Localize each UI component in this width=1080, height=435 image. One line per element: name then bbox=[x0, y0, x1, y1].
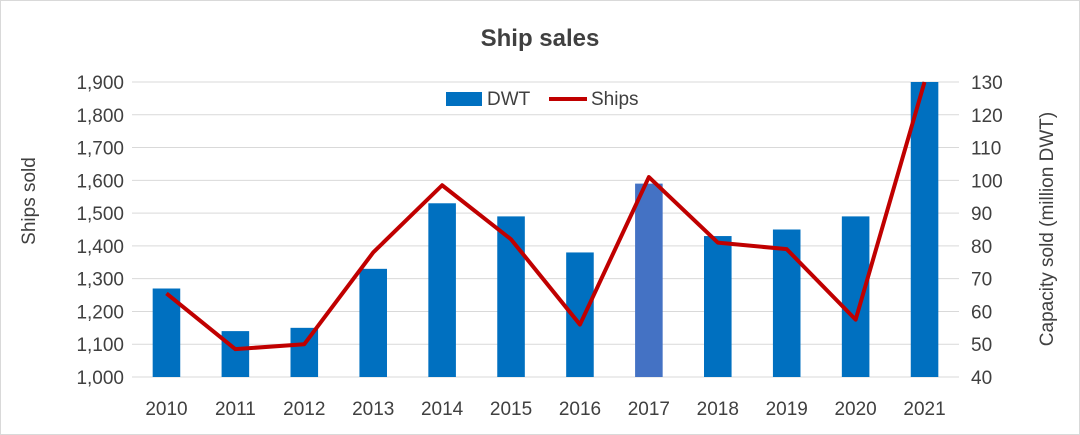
y-tick-label: 1,900 bbox=[76, 73, 124, 94]
x-tick-label: 2021 bbox=[903, 399, 945, 420]
bar-dwt-2011 bbox=[221, 331, 250, 377]
y-tick-label: 1,700 bbox=[76, 139, 124, 160]
y-tick-label: 1,800 bbox=[76, 106, 124, 127]
bar-dwt-2017 bbox=[635, 183, 663, 377]
left-axis-ticks: 1,000 1,100 1,200 1,300 1,400 1,500 1,600 1,700… bbox=[76, 73, 124, 389]
y-tick-label: 1,600 bbox=[76, 171, 124, 192]
y-axis-label: Ships sold bbox=[19, 157, 40, 245]
legend-label-ships: Ships bbox=[591, 89, 639, 110]
x-tick-label: 2018 bbox=[697, 399, 739, 420]
y2-tick-label: 50 bbox=[971, 335, 992, 356]
y2-tick-label: 80 bbox=[971, 237, 992, 258]
y-tick-label: 1,200 bbox=[76, 302, 124, 323]
x-tick-label: 2017 bbox=[628, 399, 670, 420]
right-axis-ticks: 40 50 60 70 80 90 100 110 120 130 bbox=[971, 73, 1003, 389]
x-axis-ticks: 2010 2011 2012 2013 2014 2015 2016 2017 2018 2019… bbox=[145, 399, 945, 420]
y-tick-label: 1,100 bbox=[76, 335, 124, 356]
x-tick-label: 2016 bbox=[559, 399, 601, 420]
y2-tick-label: 40 bbox=[971, 368, 992, 389]
bar-dwt-2013 bbox=[359, 268, 387, 377]
x-tick-label: 2011 bbox=[215, 399, 256, 420]
legend: DWT Ships bbox=[446, 89, 639, 110]
x-tick-label: 2013 bbox=[352, 399, 394, 420]
bar-dwt-2019 bbox=[772, 229, 801, 377]
x-tick-label: 2020 bbox=[834, 399, 876, 420]
y2-tick-label: 110 bbox=[971, 139, 1001, 160]
y2-tick-label: 60 bbox=[971, 302, 992, 323]
x-tick-label: 2012 bbox=[283, 399, 325, 420]
dwt-bars bbox=[152, 82, 939, 377]
y2-tick-label: 130 bbox=[971, 73, 1003, 94]
legend-swatch-dwt bbox=[446, 92, 482, 106]
ships-series-line bbox=[165, 81, 927, 352]
bar-dwt-2021 bbox=[910, 82, 939, 377]
y-tick-label: 1,000 bbox=[76, 368, 124, 389]
y-tick-label: 1,400 bbox=[76, 237, 124, 258]
y2-axis-label: Capacity sold (million DWT) bbox=[1037, 112, 1058, 346]
y2-tick-label: 120 bbox=[971, 106, 1003, 127]
y2-tick-label: 70 bbox=[971, 270, 992, 291]
y-tick-label: 1,300 bbox=[76, 270, 124, 291]
x-tick-label: 2010 bbox=[145, 399, 187, 420]
gridlines bbox=[132, 81, 959, 378]
chart-title: Ship sales bbox=[481, 25, 600, 52]
x-tick-label: 2019 bbox=[766, 399, 808, 420]
legend-label-dwt: DWT bbox=[487, 89, 531, 110]
y-tick-label: 1,500 bbox=[76, 204, 124, 225]
ships-line bbox=[165, 81, 927, 352]
y2-tick-label: 100 bbox=[971, 171, 1003, 192]
x-tick-label: 2014 bbox=[421, 399, 464, 420]
x-tick-label: 2015 bbox=[490, 399, 532, 420]
bar-dwt-2014 bbox=[428, 203, 456, 377]
bar-dwt-2012 bbox=[290, 327, 319, 377]
bar-dwt-2020 bbox=[841, 216, 870, 377]
bar-dwt-2015 bbox=[497, 216, 525, 377]
bar-dwt-2018 bbox=[704, 236, 732, 377]
y2-tick-label: 90 bbox=[971, 204, 992, 225]
